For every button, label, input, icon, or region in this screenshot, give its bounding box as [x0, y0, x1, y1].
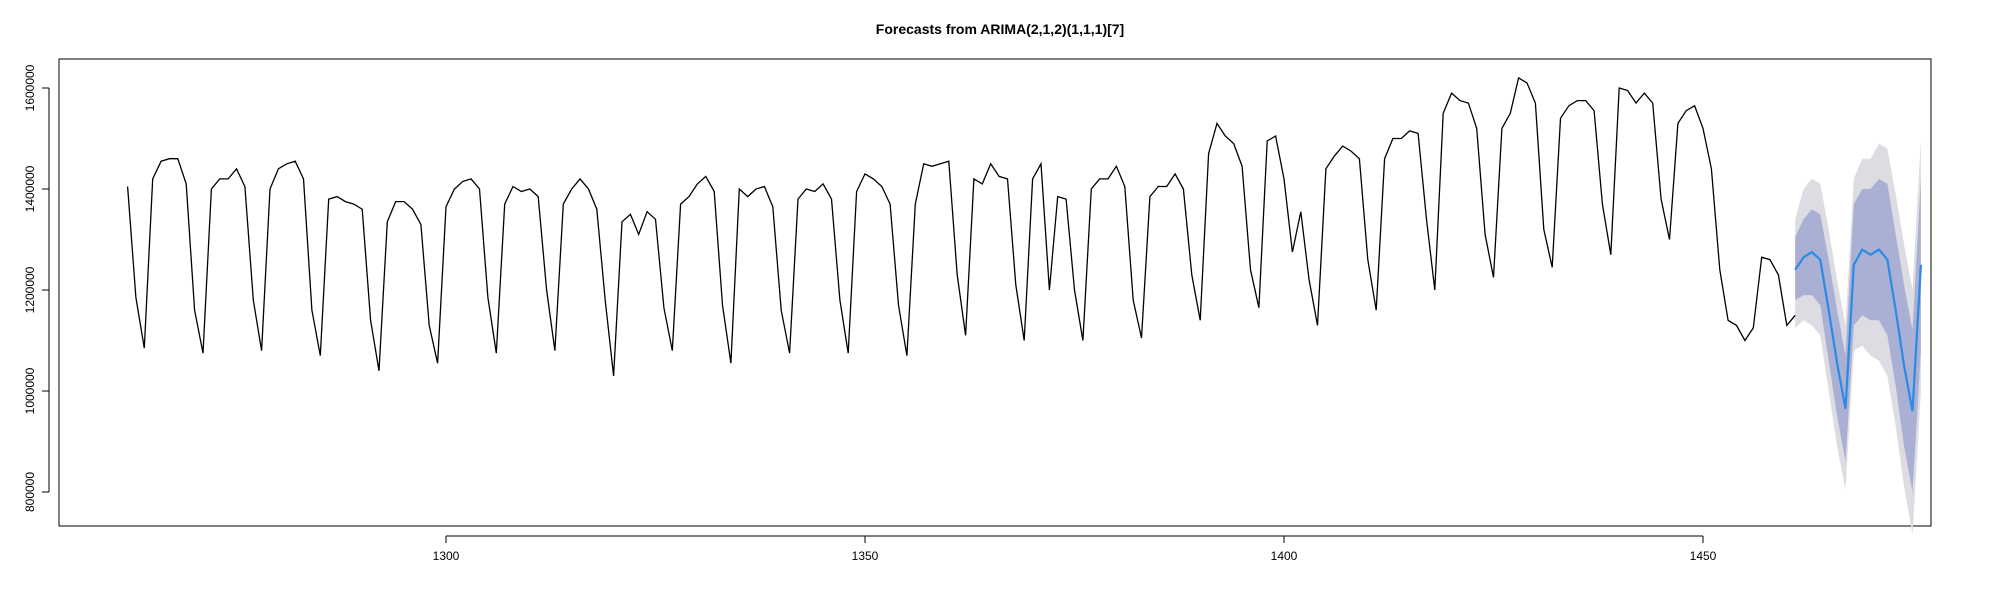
- observed-series-line: [126, 76, 1796, 376]
- plot-frame: [58, 58, 1932, 527]
- x-tick-label: 1400: [1271, 549, 1298, 563]
- band-80: [1795, 178, 1921, 492]
- series-lines: [126, 76, 1922, 412]
- y-tick-label: 800000: [23, 472, 37, 512]
- x-tick-label: 1350: [852, 549, 879, 563]
- x-tick-label: 1300: [433, 549, 460, 563]
- prediction-intervals: [1795, 138, 1921, 535]
- y-tick-label: 1200000: [23, 266, 37, 313]
- chart-title: Forecasts from ARIMA(2,1,2)(1,1,1)[7]: [876, 21, 1124, 37]
- y-tick-label: 1400000: [23, 165, 37, 212]
- x-axis: 1300 1350 1400 1450: [433, 535, 1717, 563]
- x-tick-label: 1450: [1690, 549, 1717, 563]
- y-tick-label: 1000000: [23, 367, 37, 414]
- y-axis: 800000 1000000 1200000 1400000 1600000: [23, 64, 50, 512]
- y-tick-label: 1600000: [23, 64, 37, 111]
- forecast-line: [1794, 248, 1922, 412]
